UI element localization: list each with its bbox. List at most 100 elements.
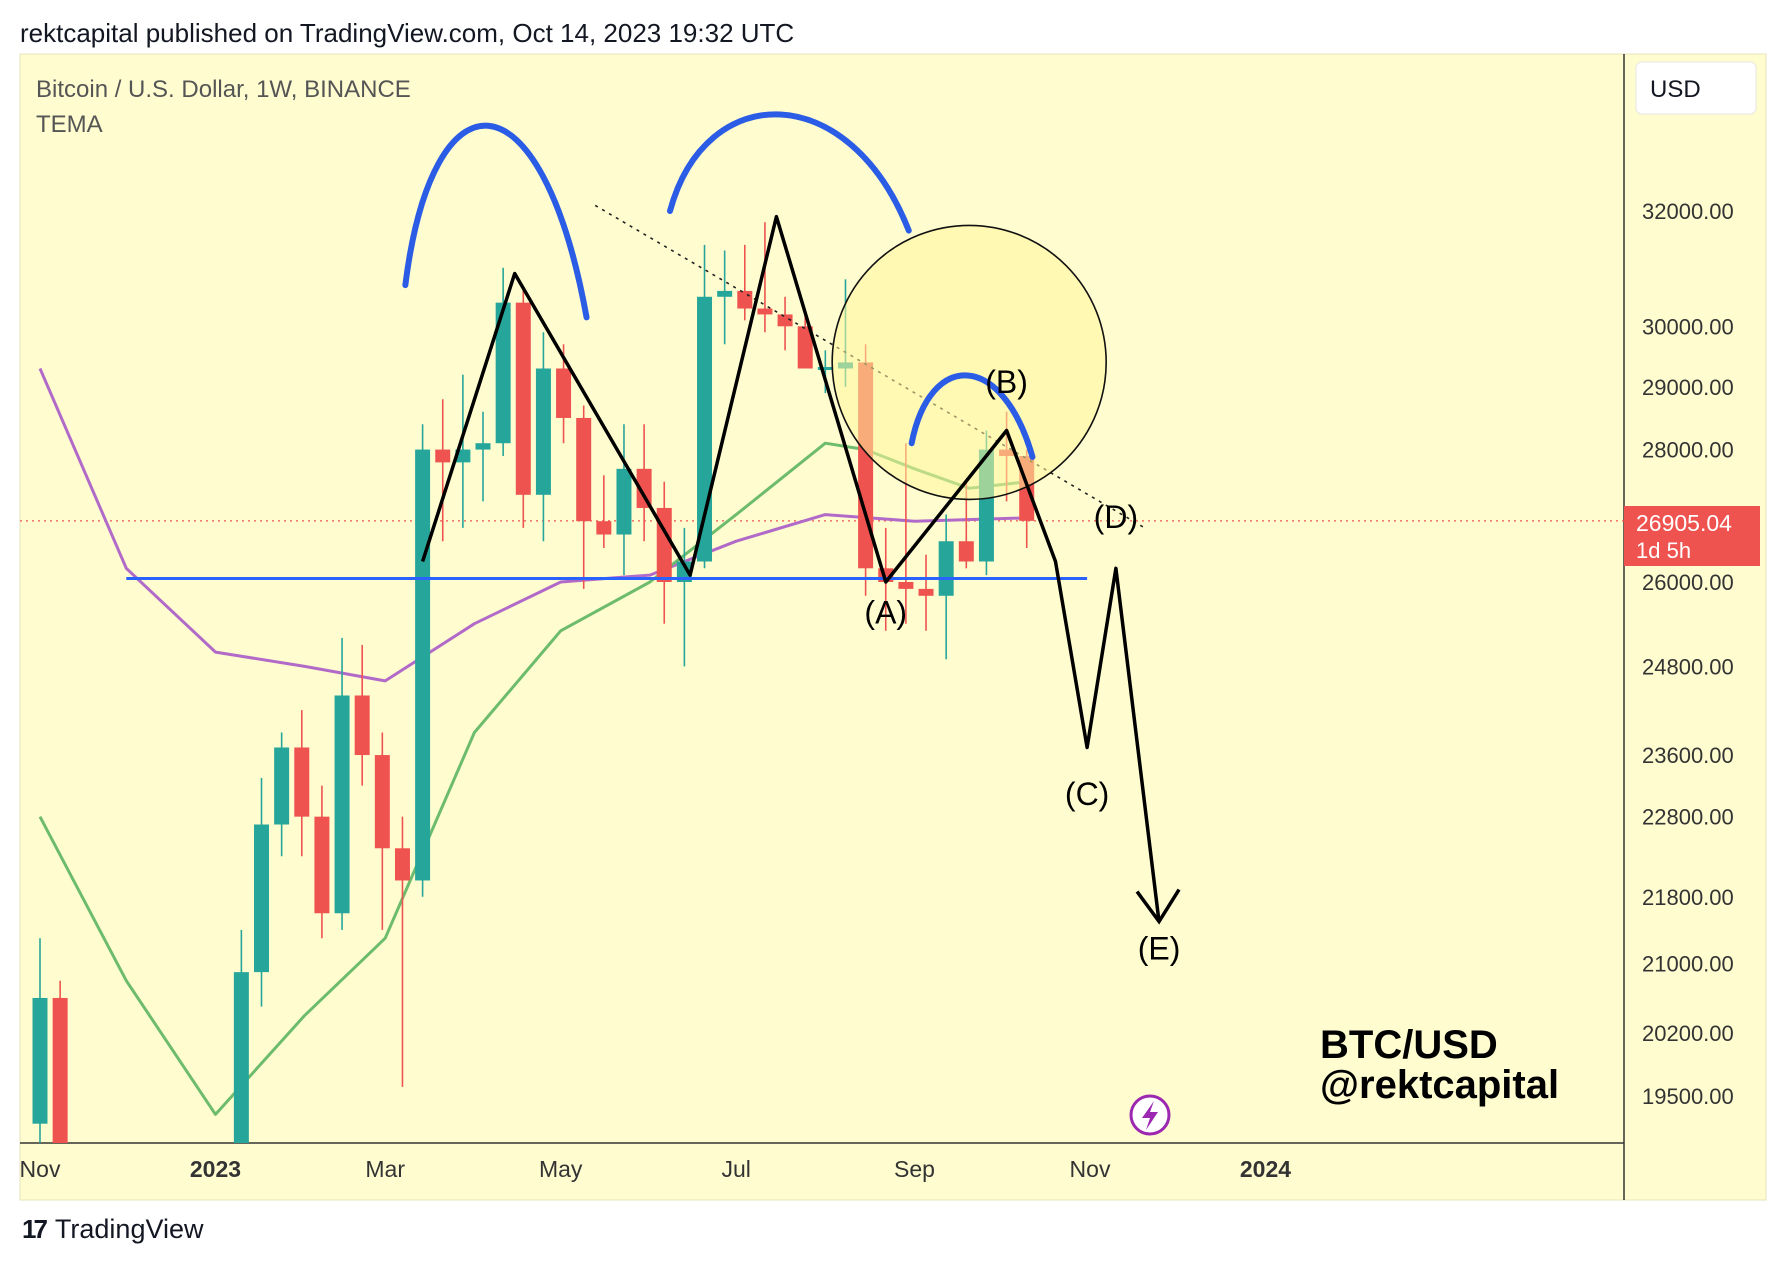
candle bbox=[435, 399, 451, 542]
price-tag: 26905.04 1d 5h bbox=[1624, 506, 1760, 566]
candle bbox=[576, 405, 592, 589]
candle-body bbox=[32, 997, 48, 1124]
arrow-head bbox=[1135, 888, 1181, 925]
candle-body bbox=[676, 561, 692, 582]
candle-body bbox=[737, 290, 753, 309]
candle bbox=[515, 290, 531, 528]
candle bbox=[52, 980, 68, 1143]
candle-body bbox=[817, 366, 833, 370]
candle bbox=[757, 222, 773, 333]
wave-label: (A) bbox=[864, 595, 907, 631]
candle-body bbox=[495, 302, 511, 444]
candle-body bbox=[777, 314, 793, 327]
candle bbox=[354, 644, 370, 786]
axis-layer: 32000.00 30000.00 29000.00 28000.00 26000.00… bbox=[20, 199, 1734, 1182]
y-tick-label: 30000.00 bbox=[1642, 314, 1734, 339]
price-tag-countdown: 1d 5h bbox=[1636, 538, 1691, 563]
candle-body bbox=[757, 308, 773, 315]
currency-button-bg[interactable] bbox=[1635, 61, 1757, 115]
candle bbox=[394, 816, 410, 1087]
x-tick-label: Jul bbox=[721, 1156, 750, 1182]
candle bbox=[717, 250, 733, 345]
y-tick-label: 32000.00 bbox=[1642, 199, 1734, 224]
y-tick-label: 24800.00 bbox=[1642, 654, 1734, 679]
candle bbox=[254, 777, 270, 1007]
candle bbox=[32, 938, 48, 1143]
candle-body bbox=[918, 588, 934, 596]
wave-pattern-path bbox=[420, 214, 1161, 922]
candle-body bbox=[294, 747, 310, 817]
candle-body bbox=[938, 541, 954, 596]
candle-body bbox=[52, 997, 68, 1143]
candle-body bbox=[475, 443, 491, 450]
candle-body bbox=[233, 972, 249, 1143]
candle bbox=[777, 296, 793, 351]
candle bbox=[274, 732, 290, 857]
currency-button-label: USD bbox=[1650, 76, 1701, 103]
candle-body bbox=[616, 468, 632, 535]
descending-trendline bbox=[594, 204, 1146, 529]
candle bbox=[334, 637, 350, 930]
candle-body bbox=[274, 747, 290, 825]
candle bbox=[918, 554, 934, 631]
y-tick-label: 20200.00 bbox=[1642, 1021, 1734, 1046]
y-tick-label: 19500.00 bbox=[1642, 1084, 1734, 1109]
x-tick-label: Nov bbox=[1070, 1156, 1111, 1182]
y-tick-label: 28000.00 bbox=[1642, 438, 1734, 463]
y-tick-label: 21000.00 bbox=[1642, 952, 1734, 977]
candle-body bbox=[254, 824, 270, 973]
candle bbox=[797, 314, 813, 369]
footer-logo[interactable]: 17 TradingView bbox=[22, 1214, 204, 1245]
candle-body bbox=[898, 581, 914, 589]
footer-brand: TradingView bbox=[54, 1214, 204, 1244]
resistance-arc bbox=[667, 111, 912, 234]
x-tick-label: 2023 bbox=[190, 1156, 241, 1182]
candle bbox=[475, 411, 491, 502]
x-tick-label: Mar bbox=[365, 1156, 405, 1182]
candle bbox=[676, 527, 692, 667]
tradingview-logo-icon: 17 bbox=[22, 1214, 48, 1244]
candle-body bbox=[415, 449, 431, 881]
candle-body bbox=[334, 695, 350, 914]
wave-label: (B) bbox=[985, 364, 1028, 400]
candle-body bbox=[435, 449, 451, 463]
candle-body bbox=[314, 816, 330, 914]
candle bbox=[294, 710, 310, 857]
wave-label: (E) bbox=[1138, 930, 1181, 966]
watermark-pair: BTC/USD bbox=[1320, 1023, 1498, 1067]
candle-body bbox=[797, 326, 813, 369]
candle bbox=[314, 785, 330, 939]
overlay-layer: (A) (B) (C) (D) (E) bbox=[126, 111, 1181, 966]
currency-button[interactable]: USD bbox=[1635, 61, 1757, 115]
publish-header: rektcapital published on TradingView.com… bbox=[20, 18, 795, 48]
y-tick-label: 26000.00 bbox=[1642, 570, 1734, 595]
wave-label: (C) bbox=[1065, 776, 1109, 812]
candle-body bbox=[535, 368, 551, 495]
resistance-arc bbox=[402, 122, 590, 321]
price-tag-bg bbox=[1624, 506, 1760, 566]
lightning-icon[interactable] bbox=[1129, 1094, 1171, 1136]
candle bbox=[596, 475, 612, 548]
candle-body bbox=[958, 541, 974, 562]
x-tick-label: Nov bbox=[20, 1156, 61, 1182]
tema-purple-line bbox=[38, 367, 1027, 683]
candle bbox=[233, 929, 249, 1143]
candle-body bbox=[394, 848, 410, 881]
candle-body bbox=[515, 302, 531, 495]
watermark-handle: @rektcapital bbox=[1320, 1063, 1559, 1107]
candle bbox=[616, 424, 632, 576]
resistance-arc bbox=[908, 372, 1036, 460]
candle-body bbox=[576, 417, 592, 522]
price-tag-price: 26905.04 bbox=[1636, 510, 1732, 536]
x-tick-label: May bbox=[539, 1156, 583, 1182]
candle-body bbox=[556, 368, 572, 418]
wave-label: (D) bbox=[1094, 499, 1138, 535]
candle bbox=[374, 732, 390, 930]
candle bbox=[938, 514, 954, 660]
y-tick-label: 22800.00 bbox=[1642, 805, 1734, 830]
candle-body bbox=[636, 468, 652, 508]
x-tick-label: 2024 bbox=[1240, 1156, 1291, 1182]
candle bbox=[535, 332, 551, 542]
candle bbox=[495, 267, 511, 456]
